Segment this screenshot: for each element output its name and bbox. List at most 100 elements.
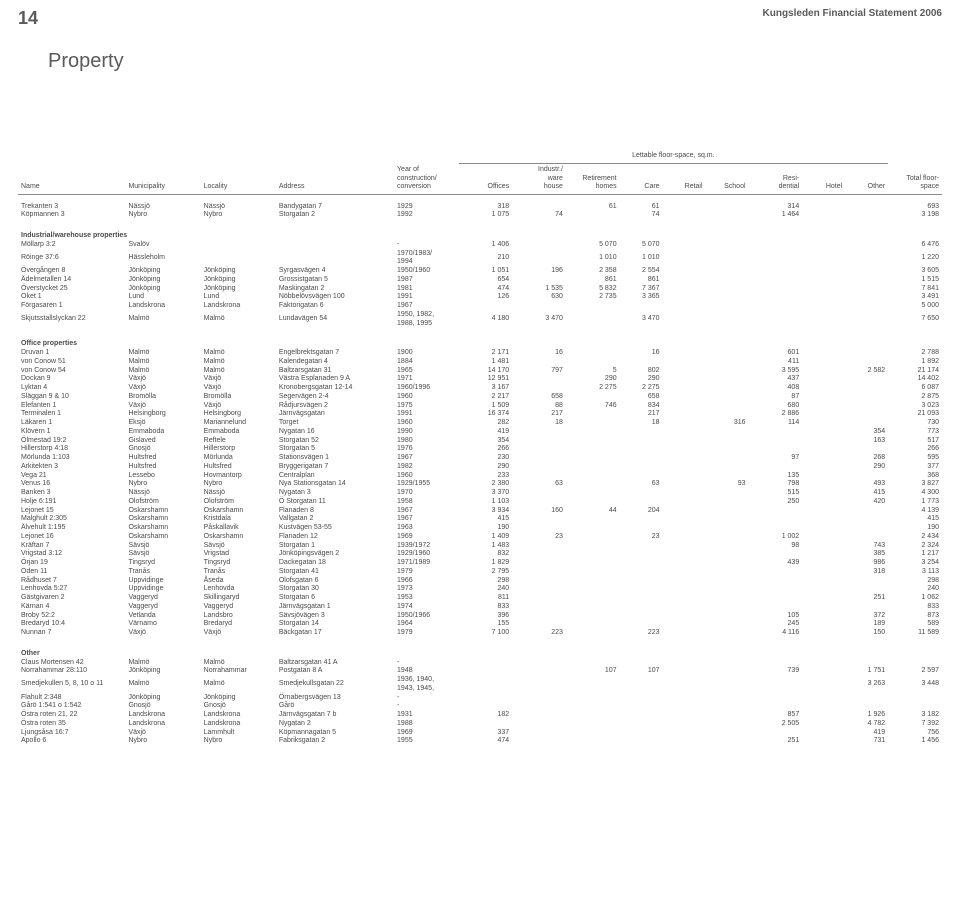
table-row: Möllarp 3:2Svalöv-1 4065 0705 0706 476 [18, 241, 942, 250]
cell-off [459, 302, 513, 311]
cell-care [620, 463, 663, 472]
cell-hot [802, 542, 845, 551]
cell-res [749, 568, 803, 577]
cell-addr: Järnvägsgatan [276, 410, 394, 419]
cell-ret: 746 [566, 402, 620, 411]
cell-year: 1950/1966 [394, 612, 458, 621]
cell-res: 3 595 [749, 367, 803, 376]
cell-muni: Hässleholm [125, 250, 200, 268]
cell-muni: Hultsfred [125, 454, 200, 463]
cell-hot [802, 489, 845, 498]
cell-addr: Baltzarsgatan 31 [276, 367, 394, 376]
cell-off: 354 [459, 437, 513, 446]
cell-name: Köpmannen 3 [18, 211, 125, 220]
cell-res: 439 [749, 559, 803, 568]
cell-retail [663, 667, 706, 676]
cell-year: 1967 [394, 515, 458, 524]
cell-hot [802, 559, 845, 568]
cell-year: 1967 [394, 302, 458, 311]
cell-retail [663, 603, 706, 612]
cell-care: 204 [620, 507, 663, 516]
cell-oth [845, 393, 888, 402]
cell-tot: 3 113 [888, 568, 942, 577]
cell-loc: Nässjö [201, 203, 276, 212]
cell-wh [512, 384, 566, 393]
cell-tot: 1 515 [888, 276, 942, 285]
cell-name: Vrigstad 3:12 [18, 550, 125, 559]
cell-oth: 189 [845, 620, 888, 629]
cell-oth [845, 419, 888, 428]
cell-sch [706, 349, 749, 358]
cell-retail [663, 250, 706, 268]
cell-res [749, 285, 803, 294]
cell-tot: 2 324 [888, 542, 942, 551]
cell-off: 230 [459, 454, 513, 463]
cell-care [620, 585, 663, 594]
cell-sch [706, 667, 749, 676]
cell-year: 1948 [394, 667, 458, 676]
cell-retail [663, 358, 706, 367]
cell-ret [566, 358, 620, 367]
cell-retail [663, 524, 706, 533]
cell-year: 1971/1989 [394, 559, 458, 568]
cell-year: 1960/1996 [394, 384, 458, 393]
cell-ret [566, 542, 620, 551]
cell-oth [845, 524, 888, 533]
cell-res: 105 [749, 612, 803, 621]
group-label: Office properties [18, 336, 942, 349]
cell-off: 155 [459, 620, 513, 629]
cell-addr: Nöbbelövsvägen 100 [276, 293, 394, 302]
cell-oth [845, 410, 888, 419]
cell-year: - [394, 702, 458, 711]
cell-res: 251 [749, 737, 803, 746]
cell-tot: 190 [888, 524, 942, 533]
cell-year: 1960 [394, 419, 458, 428]
table-row: Överstycket 25JönköpingJönköpingMaskinga… [18, 285, 942, 294]
cell-hot [802, 603, 845, 612]
cell-year: 1982 [394, 463, 458, 472]
cell-sch [706, 445, 749, 454]
cell-name: Nunnan 7 [18, 629, 125, 638]
cell-name: Dockan 9 [18, 375, 125, 384]
cell-off: 1 829 [459, 559, 513, 568]
cell-res: 250 [749, 498, 803, 507]
cell-loc: Lenhovda [201, 585, 276, 594]
cell-oth: 3 263 [845, 676, 888, 694]
cell-wh [512, 659, 566, 668]
table-row: Flahult 2:348JönköpingJönköpingÖrnabergs… [18, 694, 942, 703]
cell-retail [663, 550, 706, 559]
cell-retail [663, 454, 706, 463]
cell-res [749, 428, 803, 437]
cell-year: 1979 [394, 629, 458, 638]
cell-tot: 3 023 [888, 402, 942, 411]
col-addr: Address [276, 163, 394, 194]
cell-hot [802, 349, 845, 358]
cell-tot: 240 [888, 585, 942, 594]
cell-loc: Gnosjö [201, 702, 276, 711]
cell-hot [802, 358, 845, 367]
cell-ret: 107 [566, 667, 620, 676]
cell-retail [663, 515, 706, 524]
cell-addr: Järnvägsgatan 7 b [276, 711, 394, 720]
cell-wh: 630 [512, 293, 566, 302]
cell-sch [706, 694, 749, 703]
cell-retail [663, 629, 706, 638]
cell-off: 3 370 [459, 489, 513, 498]
cell-off: 126 [459, 293, 513, 302]
cell-loc [201, 241, 276, 250]
cell-res: 411 [749, 358, 803, 367]
cell-muni: Landskrona [125, 720, 200, 729]
cell-year: 1991 [394, 293, 458, 302]
cell-care [620, 737, 663, 746]
cell-muni: Värnamo [125, 620, 200, 629]
cell-care [620, 358, 663, 367]
cell-hot [802, 454, 845, 463]
cell-off: 182 [459, 711, 513, 720]
cell-ret [566, 454, 620, 463]
section-title: Property [48, 50, 124, 73]
col-loc: Locality [201, 163, 276, 194]
cell-name: Arkitekten 3 [18, 463, 125, 472]
cell-off: 1 103 [459, 498, 513, 507]
table-row: von Conow 51MalmöMalmöKalendegatan 41884… [18, 358, 942, 367]
cell-muni: Emmaboda [125, 428, 200, 437]
